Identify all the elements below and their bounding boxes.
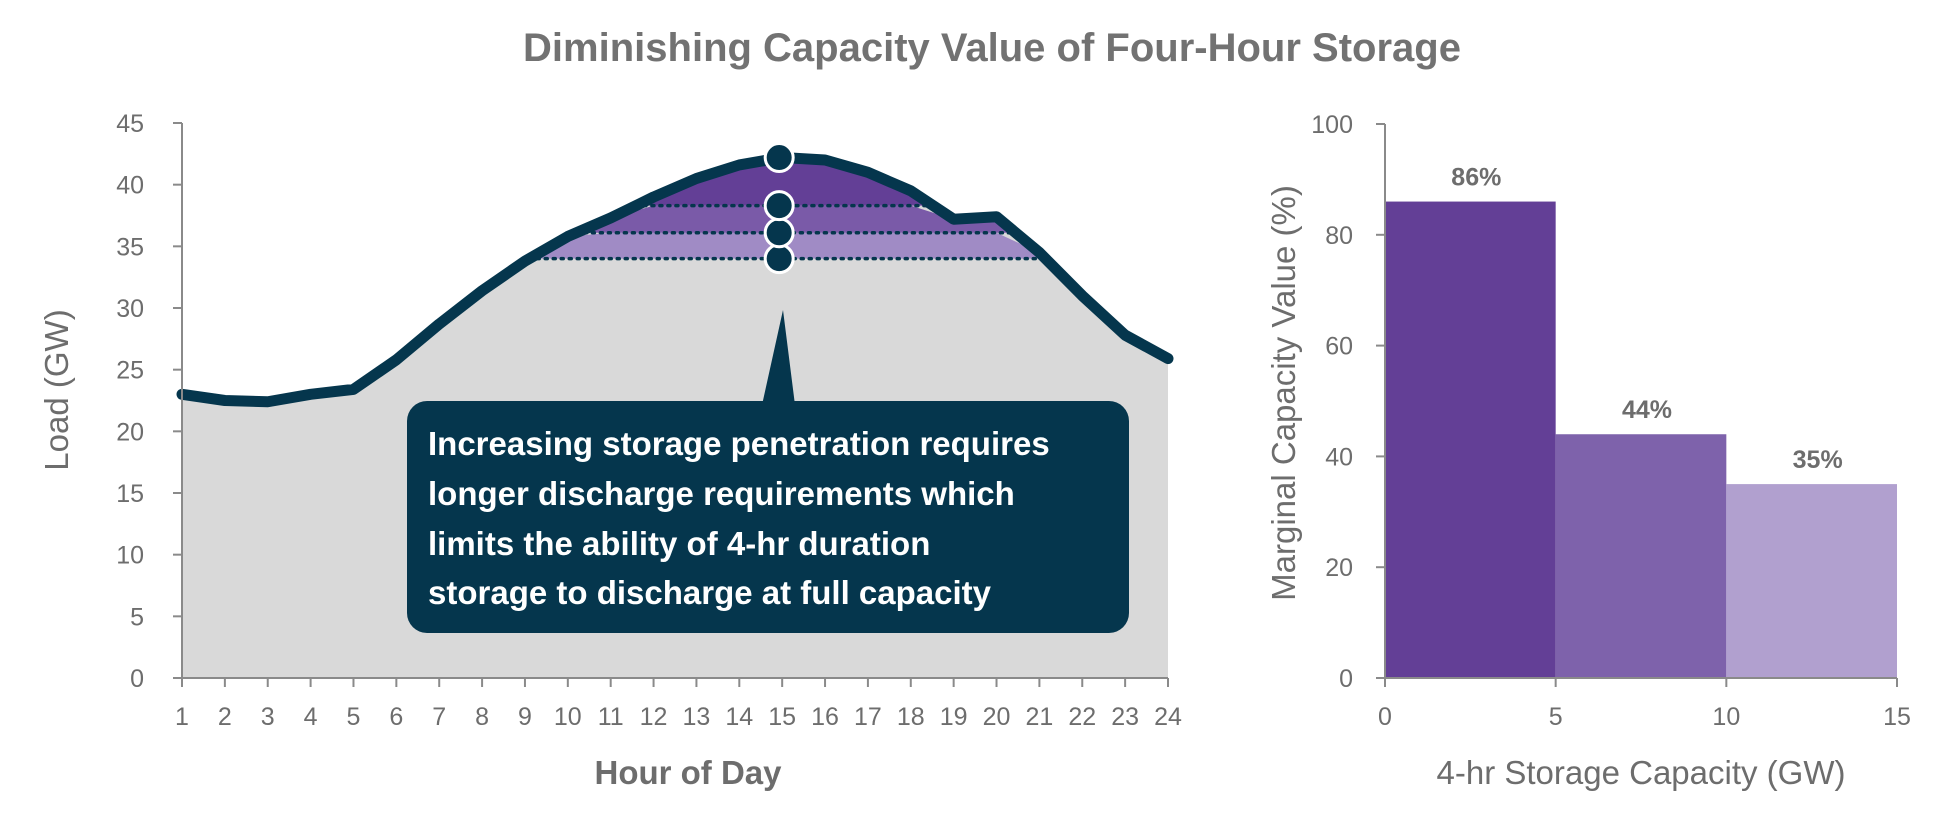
load-y-tick-label: 30 <box>116 295 144 323</box>
chart-title: Diminishing Capacity Value of Four-Hour … <box>523 26 1461 70</box>
storage-level-marker-3 <box>763 190 795 222</box>
callout-line-2: longer discharge requirements which <box>428 475 1015 512</box>
load-x-tick-label: 23 <box>1111 703 1139 731</box>
load-x-tick-label: 12 <box>640 703 668 731</box>
load-y-axis-label: Load (GW) <box>38 309 75 470</box>
storage-level-markers <box>763 142 795 275</box>
capacity-bar-label-1: 86% <box>1451 164 1501 192</box>
load-x-tick-label: 22 <box>1068 703 1096 731</box>
capacity-y-axis-label: Marginal Capacity Value (%) <box>1265 185 1302 601</box>
load-x-tick-label: 24 <box>1154 703 1182 731</box>
load-y-tick-label: 35 <box>116 233 144 261</box>
load-y-tick-label: 15 <box>116 480 144 508</box>
load-x-tick-label: 16 <box>811 703 839 731</box>
load-x-tick-label: 6 <box>389 703 403 731</box>
capacity-x-tick-label: 10 <box>1712 703 1740 731</box>
storage-tier-2 <box>576 205 1016 233</box>
callout-line-1: Increasing storage penetration requires <box>428 425 1050 462</box>
load-y-tick-label: 40 <box>116 172 144 200</box>
load-x-tick-label: 20 <box>983 703 1011 731</box>
load-x-tick-label: 13 <box>683 703 711 731</box>
load-x-tick-label: 9 <box>518 703 532 731</box>
load-x-tick-label: 2 <box>218 703 232 731</box>
callout-background <box>407 401 1129 633</box>
load-x-tick-label: 8 <box>475 703 489 731</box>
load-x-tick-label: 3 <box>261 703 275 731</box>
capacity-value-axes <box>1376 123 1898 687</box>
capacity-bar-label-3: 35% <box>1793 446 1843 474</box>
capacity-y-tick-label: 80 <box>1325 222 1353 250</box>
load-x-tick-label: 5 <box>347 703 361 731</box>
load-x-tick-label: 14 <box>725 703 753 731</box>
load-y-tick-label: 5 <box>130 603 144 631</box>
load-y-tick-label: 45 <box>116 110 144 138</box>
capacity-y-tick-label: 20 <box>1325 554 1353 582</box>
load-x-tick-label: 11 <box>598 703 624 731</box>
load-x-tick-label: 19 <box>940 703 968 731</box>
capacity-y-tick-label: 40 <box>1325 443 1353 471</box>
load-x-tick-label: 18 <box>897 703 925 731</box>
capacity-bar-1 <box>1385 201 1556 678</box>
load-x-tick-label: 10 <box>554 703 582 731</box>
storage-level-marker-1 <box>763 243 795 275</box>
load-x-tick-label: 21 <box>1025 703 1053 731</box>
capacity-value-tick-labels: 0 20 40 60 80 100 0 5 10 15 <box>1311 111 1911 731</box>
storage-level-marker-2 <box>763 217 795 249</box>
load-x-tick-label: 4 <box>304 703 318 731</box>
load-x-tick-label: 7 <box>432 703 446 731</box>
capacity-y-tick-label: 100 <box>1311 111 1353 139</box>
capacity-value-chart: 86% 44% 35% 0 20 40 60 80 100 0 5 10 15 Marginal Ca… <box>1265 111 1911 791</box>
callout-line-3: limits the ability of 4-hr duration <box>428 525 930 562</box>
capacity-x-tick-label: 15 <box>1883 703 1911 731</box>
capacity-y-tick-label: 60 <box>1325 333 1353 361</box>
load-x-tick-label: 17 <box>854 703 882 731</box>
capacity-value-bars: 86% 44% 35% <box>1385 164 1897 678</box>
load-y-tick-label: 10 <box>116 542 144 570</box>
capacity-y-tick-label: 0 <box>1339 665 1353 693</box>
capacity-bar-3 <box>1726 484 1897 678</box>
capacity-bar-2 <box>1555 434 1727 678</box>
load-y-tick-label: 25 <box>116 357 144 385</box>
callout-pointer <box>762 310 795 405</box>
load-x-tick-label: 15 <box>768 703 796 731</box>
capacity-x-axis-label: 4-hr Storage Capacity (GW) <box>1437 754 1846 791</box>
capacity-x-tick-label: 0 <box>1378 703 1392 731</box>
callout-box: Increasing storage penetration requires … <box>407 310 1129 633</box>
load-axes <box>173 122 1169 687</box>
load-y-tick-label: 0 <box>130 665 144 693</box>
callout-line-4: storage to discharge at full capacity <box>428 574 992 611</box>
storage-tier-3 <box>635 157 934 206</box>
load-line <box>176 152 1174 408</box>
storage-level-marker-4 <box>763 142 795 174</box>
capacity-x-tick-label: 5 <box>1549 703 1563 731</box>
load-x-tick-label: 1 <box>175 703 189 731</box>
load-y-tick-label: 20 <box>116 418 144 446</box>
load-x-axis-label: Hour of Day <box>594 754 782 791</box>
capacity-bar-label-2: 44% <box>1622 396 1672 424</box>
